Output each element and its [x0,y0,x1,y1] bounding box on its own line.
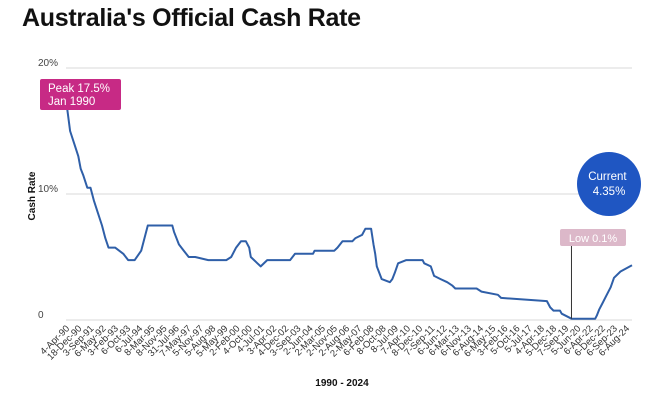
cash-rate-line [65,99,633,320]
y-tick-label: 20% [38,58,58,69]
current-label-text: Current 4.35% [588,171,630,198]
peak-annotation: Peak 17.5% Jan 1990 [40,79,121,110]
y-axis-title: Cash Rate [27,171,38,220]
peak-label-line-1: Peak 17.5% [48,83,110,95]
current-label-circle [577,152,641,216]
y-tick-label: 10% [38,184,58,195]
y-axis-ticks: 0 10% 20% [38,58,58,321]
current-label-line-1: Current [588,171,627,183]
chart-title: Australia's Official Cash Rate [22,4,361,32]
low-annotation: Low 0.1% [560,229,626,246]
series-layer [65,99,633,320]
y-tick-label: 0 [38,310,44,321]
x-axis-title: 1990 - 2024 [315,378,369,389]
low-label-text: Low 0.1% [569,233,618,245]
current-annotation: Current 4.35% [577,152,641,216]
low-label-box [560,229,626,246]
peak-label-box [40,79,121,110]
current-label-line-2: 4.35% [593,186,626,198]
peak-label-line-2: Jan 1990 [48,96,95,108]
gridlines [66,67,632,321]
peak-label-text: Peak 17.5% Jan 1990 [48,83,113,108]
x-axis-ticks: 4-Apr-9018-Dec-903-Sep-916-May-923-Feb-9… [38,323,632,362]
